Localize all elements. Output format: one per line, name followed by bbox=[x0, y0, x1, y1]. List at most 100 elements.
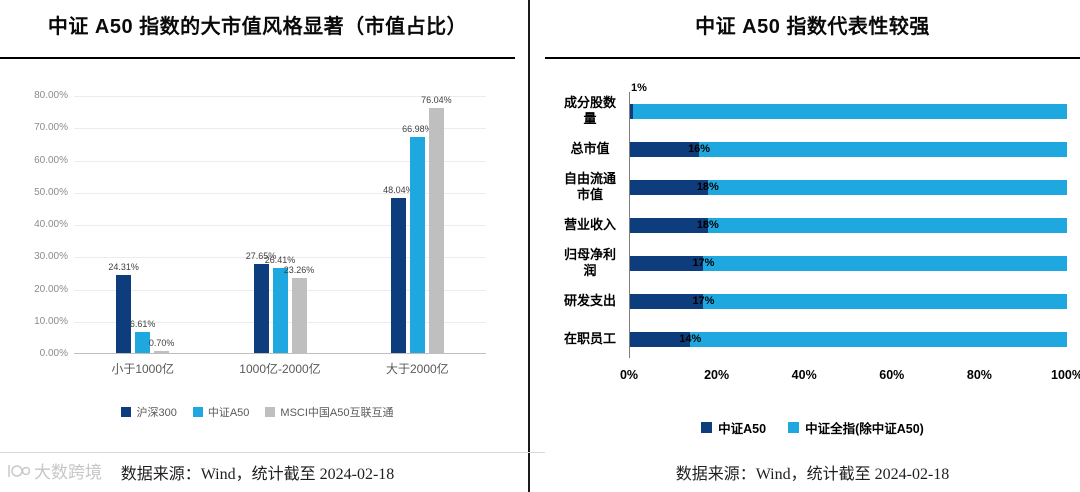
y-axis-tick-label: 0.00% bbox=[39, 348, 68, 359]
bar-MSCI中国A50互联互通 bbox=[428, 107, 444, 353]
left-panel-title: 中证 A50 指数的大市值风格显著（市值占比） bbox=[47, 16, 468, 38]
bar-segment-中证全指(除中证A50) bbox=[633, 103, 1067, 119]
stacked-bar bbox=[629, 331, 1067, 347]
bar-segment-中证A50 bbox=[629, 331, 691, 347]
bar-value-label: 24.31% bbox=[108, 261, 139, 272]
legend-label: 中证A50 bbox=[207, 407, 250, 419]
bar-沪深300 bbox=[253, 263, 269, 353]
bar-segment-中证A50 bbox=[629, 179, 708, 195]
bar-segment-中证A50 bbox=[629, 293, 704, 309]
gridline bbox=[74, 192, 486, 194]
legend-item: 沪深300 bbox=[121, 404, 177, 420]
x-axis-tick-label: 80% bbox=[966, 368, 992, 382]
left-grouped-bar-chart: 0.00% 10.00% 20.00% 30.00% 40.00% 50.00% 60.00… bbox=[22, 90, 492, 396]
legend-swatch bbox=[701, 422, 713, 433]
left-panel: 中证 A50 指数的大市值风格显著（市值占比） 0.00% 10.00% 20.00… bbox=[0, 0, 515, 492]
legend-label: MSCI中国A50互联互通 bbox=[280, 407, 394, 419]
left-chart-plot-area: 小于1000亿 24.31% 6.61% 0.70% 1000亿-2000亿 27.65%… bbox=[74, 95, 486, 376]
right-panel: 中证 A50 指数代表性较强 成分股数量 1% 总市值 16% 自由流通市值 18% 营业收… bbox=[545, 0, 1080, 492]
x-axis-category-label: 小于1000亿 bbox=[111, 362, 175, 376]
y-axis-tick-label: 60.00% bbox=[34, 154, 68, 166]
left-source-text: 数据来源：Wind，统计截至 2024-02-18 bbox=[120, 466, 395, 483]
category-label: 总市值 bbox=[570, 141, 610, 157]
bar-value-label: 66.98% bbox=[402, 124, 433, 134]
y-axis-tick-label: 30.00% bbox=[34, 251, 68, 263]
bar-data-label: 18% bbox=[696, 218, 719, 231]
bar-segment-中证A50 bbox=[629, 141, 700, 157]
category-label: 研发支出 bbox=[563, 293, 616, 309]
legend-swatch bbox=[265, 407, 276, 417]
x-axis-tick-label: 0% bbox=[619, 368, 639, 382]
right-stacked-bar-chart: 成分股数量 1% 总市值 16% 自由流通市值 18% 营业收入 18% 归母净利润 17% 研发支… bbox=[553, 82, 1080, 402]
legend-item: MSCI中国A50互联互通 bbox=[265, 404, 394, 420]
stacked-bar bbox=[629, 179, 1067, 195]
bar-segment-中证全指(除中证A50) bbox=[707, 179, 1067, 195]
panel-divider bbox=[528, 0, 530, 492]
bar-value-label: 26.41% bbox=[264, 254, 296, 265]
bar-segment-中证A50 bbox=[629, 103, 634, 119]
left-chart-y-axis: 0.00% 10.00% 20.00% 30.00% 40.00% 50.00% 60.00… bbox=[22, 90, 68, 359]
stacked-bar bbox=[629, 141, 1067, 157]
bar-沪深300 bbox=[390, 198, 406, 353]
x-axis-tick-label: 20% bbox=[704, 368, 730, 382]
legend-swatch bbox=[121, 407, 132, 417]
bar-沪深300 bbox=[116, 274, 132, 353]
bar-中证A50 bbox=[135, 331, 151, 353]
bar-data-label: 1% bbox=[631, 82, 647, 94]
bar-value-label: 48.04% bbox=[383, 185, 414, 196]
category-label: 自由流通市值 bbox=[563, 171, 616, 202]
bar-value-label: 0.70% bbox=[148, 337, 175, 348]
bar-data-label: 14% bbox=[679, 332, 702, 345]
gridline bbox=[74, 160, 486, 162]
gridline bbox=[74, 257, 486, 259]
y-axis-tick-label: 70.00% bbox=[34, 122, 68, 134]
y-axis-tick-label: 10.00% bbox=[34, 315, 68, 327]
bar-data-label: 17% bbox=[692, 294, 715, 307]
legend-label: 沪深300 bbox=[136, 407, 177, 419]
bar-data-label: 16% bbox=[688, 142, 711, 155]
stacked-bar bbox=[629, 103, 1067, 119]
dashukuajing-logo-icon bbox=[6, 461, 30, 481]
gridline bbox=[74, 225, 486, 226]
footer-divider bbox=[0, 452, 1080, 453]
left-title-divider bbox=[0, 57, 515, 59]
bar-MSCI中国A50互联互通 bbox=[291, 278, 307, 353]
bar-data-label: 18% bbox=[696, 180, 719, 193]
watermark: 大数跨境 bbox=[6, 458, 102, 483]
bar-segment-中证全指(除中证A50) bbox=[707, 217, 1067, 233]
right-title-divider bbox=[545, 57, 1080, 59]
legend-swatch bbox=[192, 407, 203, 417]
y-axis-tick-label: 50.00% bbox=[34, 186, 68, 198]
legend-label: 中证全指(除中证A50) bbox=[805, 422, 924, 436]
bar-value-label: 27.65% bbox=[245, 250, 277, 261]
bar-MSCI中国A50互联互通 bbox=[154, 350, 170, 353]
legend-item: 中证A50 bbox=[192, 404, 250, 420]
category-label: 成分股数量 bbox=[563, 95, 616, 126]
right-chart-legend: 中证A50 中证全指(除中证A50) bbox=[545, 418, 1080, 437]
x-axis-tick-label: 40% bbox=[791, 368, 817, 382]
bar-value-label: 6.61% bbox=[129, 318, 156, 329]
category-label: 营业收入 bbox=[563, 217, 616, 233]
x-axis-tick-label: 100% bbox=[1051, 368, 1080, 382]
bar-segment-中证全指(除中证A50) bbox=[699, 141, 1067, 157]
stacked-bar bbox=[629, 217, 1067, 233]
bar-中证A50 bbox=[272, 267, 288, 353]
x-axis-category-label: 大于2000亿 bbox=[385, 362, 449, 376]
bar-segment-中证全指(除中证A50) bbox=[690, 331, 1067, 347]
x-axis-category-label: 1000亿-2000亿 bbox=[239, 362, 321, 376]
bar-segment-中证A50 bbox=[629, 217, 708, 233]
gridline bbox=[74, 96, 486, 97]
stacked-bar bbox=[629, 255, 1067, 271]
bar-segment-中证全指(除中证A50) bbox=[703, 293, 1067, 309]
bar-value-label: 23.26% bbox=[283, 265, 315, 275]
stacked-bar bbox=[629, 293, 1067, 309]
bar-data-label: 17% bbox=[692, 256, 715, 269]
y-axis-tick-label: 40.00% bbox=[34, 219, 68, 230]
y-axis-tick-label: 80.00% bbox=[34, 90, 68, 101]
right-source-text: 数据来源：Wind，统计截至 2024-02-18 bbox=[675, 466, 950, 483]
x-axis-tick-label: 60% bbox=[879, 368, 905, 382]
right-panel-title: 中证 A50 指数代表性较强 bbox=[695, 16, 930, 38]
bar-segment-中证全指(除中证A50) bbox=[703, 255, 1067, 271]
left-chart-legend: 沪深300 中证A50 MSCI中国A50互联互通 bbox=[0, 404, 515, 420]
